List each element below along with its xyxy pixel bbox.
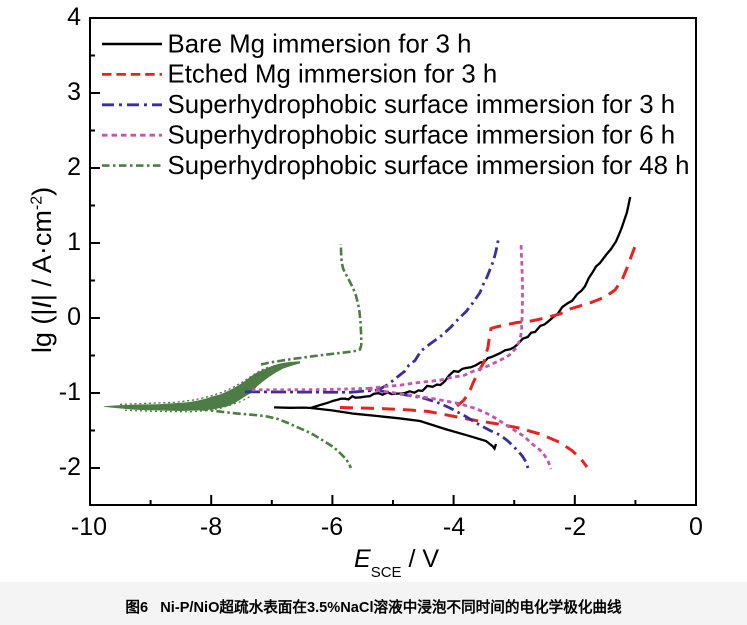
svg-text:-6: -6 <box>321 513 343 541</box>
svg-text:Etched Mg immersion for 3 h: Etched Mg immersion for 3 h <box>168 61 498 89</box>
svg-text:-10: -10 <box>71 513 107 541</box>
svg-text:Superhydrophobic surface immer: Superhydrophobic surface immersion for 6… <box>168 122 676 150</box>
svg-text:lg (|I| / A·cm-2): lg (|I| / A·cm-2) <box>27 187 57 353</box>
svg-text:Superhydrophobic surface immer: Superhydrophobic surface immersion for 4… <box>168 152 690 180</box>
svg-text:3: 3 <box>67 78 81 106</box>
svg-text:ESCE / V: ESCE / V <box>354 545 439 581</box>
svg-text:Superhydrophobic surface immer: Superhydrophobic surface immersion for 3… <box>168 91 676 119</box>
svg-text:0: 0 <box>67 303 81 331</box>
svg-text:-2: -2 <box>59 453 81 481</box>
svg-text:-2: -2 <box>564 513 586 541</box>
svg-text:0: 0 <box>689 513 703 541</box>
svg-text:-8: -8 <box>200 513 222 541</box>
svg-text:1: 1 <box>67 228 81 256</box>
svg-text:-4: -4 <box>443 513 465 541</box>
svg-text:Bare Mg immersion for 3 h: Bare Mg immersion for 3 h <box>168 30 472 58</box>
svg-text:-1: -1 <box>59 378 81 406</box>
svg-text:2: 2 <box>67 153 81 181</box>
svg-text:4: 4 <box>67 3 81 31</box>
